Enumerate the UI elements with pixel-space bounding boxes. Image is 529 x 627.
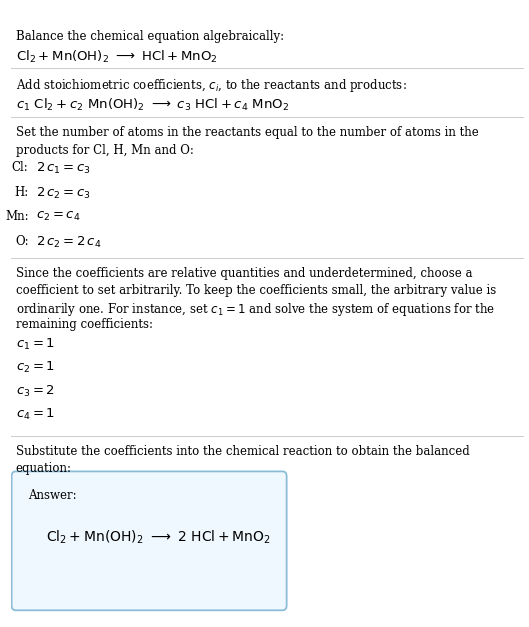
Text: $c_2 = c_4$: $c_2 = c_4$ xyxy=(36,210,80,223)
Text: $c_1 = 1$: $c_1 = 1$ xyxy=(16,337,55,352)
Text: $\mathrm{Cl_2 + Mn(OH)_2 \ \longrightarrow \ HCl + MnO_2}$: $\mathrm{Cl_2 + Mn(OH)_2 \ \longrightarr… xyxy=(16,50,217,65)
Text: $c_2 = 1$: $c_2 = 1$ xyxy=(16,360,55,376)
Text: ordinarily one. For instance, set $c_1 = 1$ and solve the system of equations fo: ordinarily one. For instance, set $c_1 =… xyxy=(16,301,495,319)
Text: Add stoichiometric coefficients, $c_i$, to the reactants and products:: Add stoichiometric coefficients, $c_i$, … xyxy=(16,77,406,94)
Text: Cl:: Cl: xyxy=(12,161,29,174)
Text: products for Cl, H, Mn and O:: products for Cl, H, Mn and O: xyxy=(16,144,194,157)
Text: $2\,c_2 = 2\,c_4$: $2\,c_2 = 2\,c_4$ xyxy=(36,235,102,250)
Text: $2\,c_2 = c_3$: $2\,c_2 = c_3$ xyxy=(36,186,91,201)
Text: Mn:: Mn: xyxy=(5,210,29,223)
FancyBboxPatch shape xyxy=(12,472,287,610)
Text: Set the number of atoms in the reactants equal to the number of atoms in the: Set the number of atoms in the reactants… xyxy=(16,126,478,139)
Text: Answer:: Answer: xyxy=(29,488,77,502)
Text: coefficient to set arbitrarily. To keep the coefficients small, the arbitrary va: coefficient to set arbitrarily. To keep … xyxy=(16,284,496,297)
Text: Substitute the coefficients into the chemical reaction to obtain the balanced: Substitute the coefficients into the che… xyxy=(16,445,469,458)
Text: Since the coefficients are relative quantities and underdetermined, choose a: Since the coefficients are relative quan… xyxy=(16,267,472,280)
Text: $2\,c_1 = c_3$: $2\,c_1 = c_3$ xyxy=(36,161,91,176)
Text: $c_1\ \mathrm{Cl_2} + c_2\ \mathrm{Mn(OH)_2}\ \longrightarrow\ c_3\ \mathrm{HCl}: $c_1\ \mathrm{Cl_2} + c_2\ \mathrm{Mn(OH… xyxy=(16,97,289,113)
Text: $c_4 = 1$: $c_4 = 1$ xyxy=(16,407,55,422)
Text: $\mathrm{Cl_2 + Mn(OH)_2\ \longrightarrow\ 2\ HCl + MnO_2}$: $\mathrm{Cl_2 + Mn(OH)_2\ \longrightarro… xyxy=(47,529,271,546)
Text: $c_3 = 2$: $c_3 = 2$ xyxy=(16,384,54,399)
Text: O:: O: xyxy=(15,235,29,248)
Text: remaining coefficients:: remaining coefficients: xyxy=(16,319,153,332)
Text: H:: H: xyxy=(14,186,29,199)
Text: equation:: equation: xyxy=(16,462,72,475)
Text: Balance the chemical equation algebraically:: Balance the chemical equation algebraica… xyxy=(16,29,284,43)
